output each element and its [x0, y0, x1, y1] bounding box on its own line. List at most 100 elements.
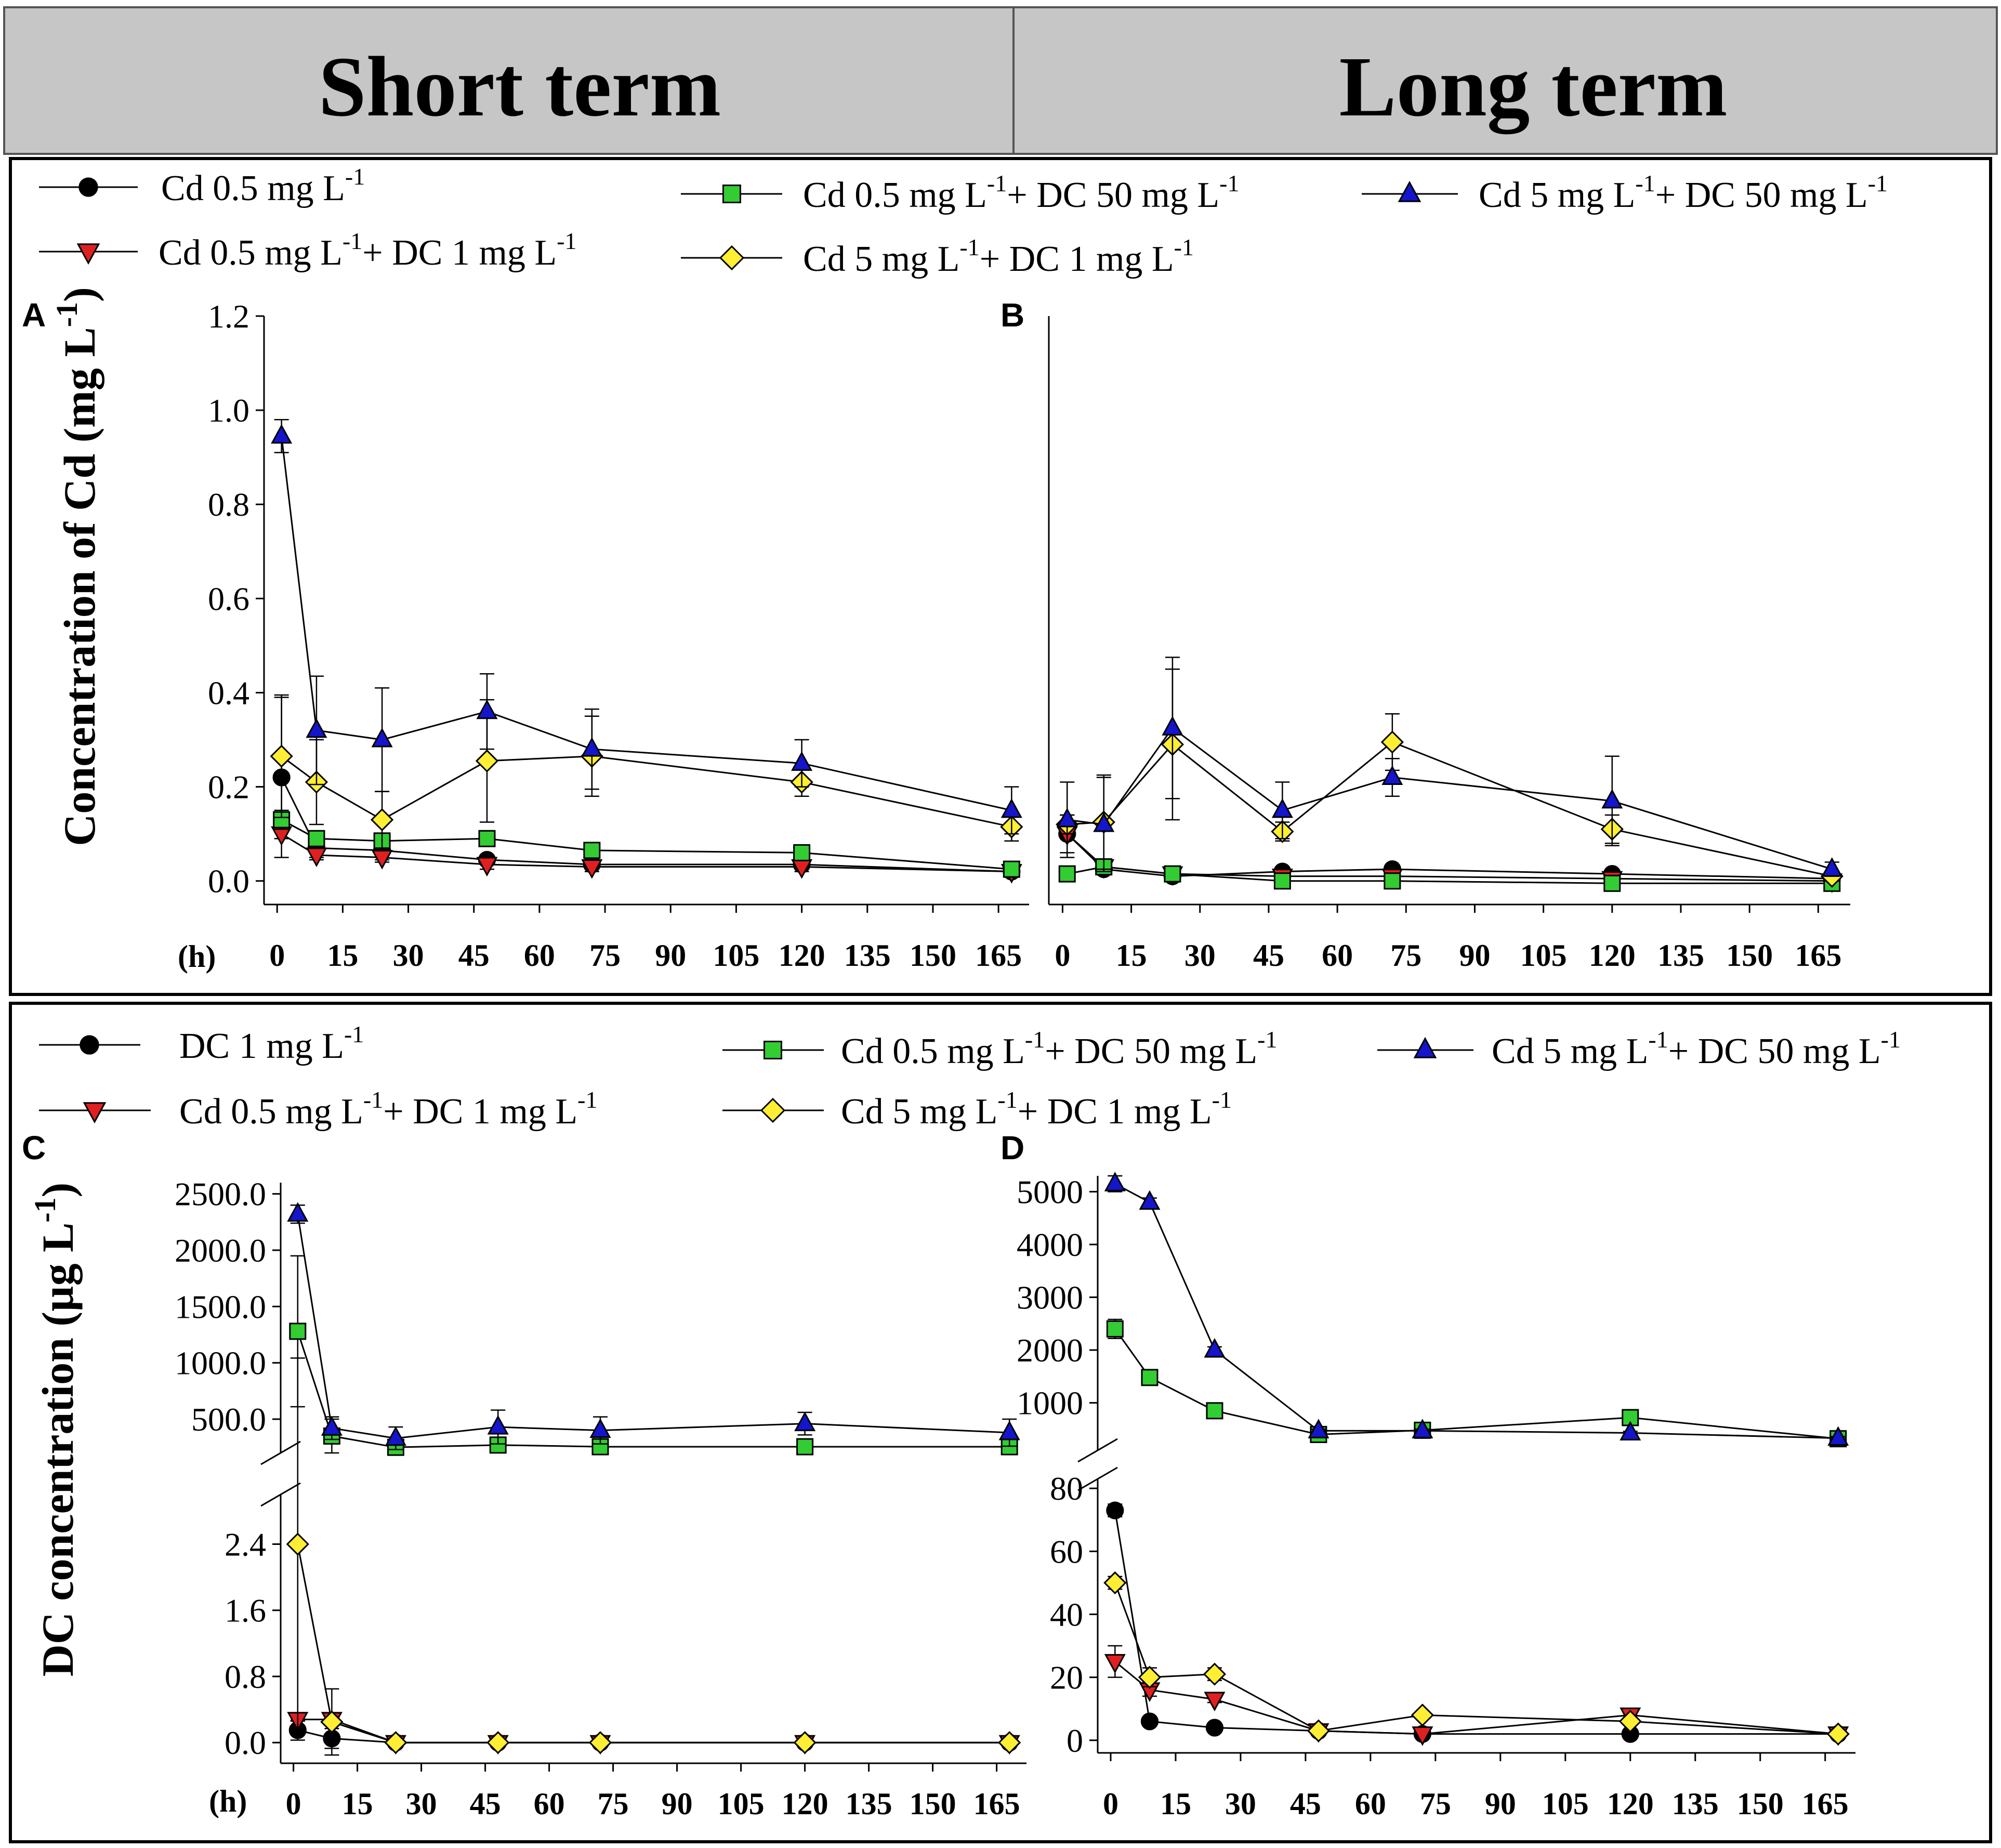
- legend-text: Cd 5 mg L: [803, 239, 959, 279]
- panel-label-b: B: [1000, 296, 1024, 334]
- legend-sup-2: -1: [577, 1086, 597, 1113]
- data-point-a-4: [271, 424, 293, 444]
- legend-marker-triangle-up: [1398, 180, 1421, 202]
- data-point-a-4: [1000, 798, 1022, 818]
- y-tick-label: 1000: [1017, 1385, 1083, 1422]
- x-tick-label: 135: [846, 1787, 892, 1821]
- series-line-d-l0: [1114, 1510, 1838, 1735]
- data-point-d-l1: [1204, 1692, 1226, 1712]
- legend-text-2: + DC 1 mg L: [980, 239, 1174, 279]
- x-tick-label: 60: [1322, 938, 1353, 973]
- legend-bottom: DC 1 mg L-1 Cd 0.5 mg L-1+ DC 50 mg L-1 …: [39, 1021, 1901, 1132]
- x-axis-unit-bottom: (h): [209, 1784, 247, 1818]
- x-tick-label: 120: [1589, 938, 1636, 973]
- data-point-a-2: [583, 842, 601, 859]
- x-tick-label: 120: [782, 1787, 828, 1821]
- legend-text: Cd 0.5 mg L: [179, 1092, 363, 1132]
- header: Short term Long term: [3, 6, 1998, 155]
- data-point-a-1: [306, 847, 327, 868]
- data-point-c-l2: [384, 1731, 407, 1754]
- data-point-d-l0: [1140, 1712, 1159, 1731]
- y-tick-label: 0.0: [208, 863, 249, 900]
- y-tick-label: 500.0: [191, 1401, 266, 1438]
- data-point-d-l0: [1205, 1719, 1224, 1737]
- y-tick-label: 1500.0: [175, 1288, 266, 1325]
- legend-marker-square: [722, 185, 741, 203]
- data-point-a-2: [793, 844, 811, 861]
- legend-sup: -1: [959, 234, 979, 260]
- legend-text: Cd 5 mg L: [1492, 1031, 1648, 1071]
- y-tick-label: 0.8: [225, 1658, 266, 1695]
- y-tick-label: 0.0: [225, 1724, 266, 1761]
- data-point-c-u1: [998, 1420, 1020, 1440]
- data-point-c-u1: [287, 1202, 309, 1222]
- series-line-b-2: [1067, 866, 1832, 884]
- y-tick-label: 0.4: [208, 674, 249, 711]
- plot-c: 0 15 30 45 60 75 90 105 120 135 150 165 500.0 1000.0 1…: [175, 1176, 1026, 1821]
- data-point-a-4: [581, 737, 603, 757]
- panel-label-c: C: [22, 1129, 46, 1167]
- data-point-d-l2: [1826, 1722, 1850, 1746]
- data-point-c-l2: [320, 1710, 344, 1734]
- legend-sup-2: -1: [1174, 234, 1194, 260]
- x-tick-label: 90: [655, 938, 686, 973]
- data-point-c-u1: [321, 1416, 343, 1436]
- series-line-b-3: [1067, 741, 1833, 877]
- legend-sup: -1: [997, 1086, 1017, 1113]
- x-tick-label: 0: [1055, 938, 1070, 973]
- data-point-d-l2: [1307, 1719, 1331, 1742]
- data-point-d-u1: [1204, 1338, 1226, 1358]
- x-tick-label: 105: [1520, 938, 1567, 973]
- data-point-b-4: [1601, 789, 1623, 809]
- data-point-a-3: [475, 749, 499, 772]
- legend-text-2: + DC 50 mg L: [1007, 175, 1219, 215]
- data-point-c-l2: [486, 1731, 510, 1754]
- x-tick-label: 135: [1657, 938, 1704, 973]
- legend-text: Cd 5 mg L: [841, 1092, 997, 1132]
- data-point-c-u0: [796, 1438, 814, 1456]
- data-point-c-u0: [289, 1322, 307, 1340]
- data-point-d-l2: [1138, 1666, 1162, 1689]
- data-point-b-4: [1271, 798, 1293, 818]
- x-tick-label: 15: [1160, 1787, 1191, 1821]
- data-point-b-4: [1162, 716, 1183, 736]
- legend-sup: -1: [344, 1021, 364, 1047]
- svg-text:DC 1 mg L-1: DC 1 mg L-1: [179, 1021, 364, 1066]
- series-line-c-l2: [297, 1544, 1010, 1744]
- bottom-section-frame: [9, 1002, 1992, 1843]
- data-point-b-4: [1821, 857, 1843, 877]
- svg-text:Cd 0.5 mg L-1+ DC 50 mg L-1: Cd 0.5 mg L-1+ DC 50 mg L-1: [803, 170, 1240, 215]
- legend-marker: [719, 245, 745, 271]
- series-line-d-u1: [1114, 1183, 1838, 1439]
- x-tick-label: 15: [342, 1787, 373, 1821]
- data-point-a-1: [581, 859, 603, 879]
- x-tick-label: 45: [1290, 1787, 1321, 1821]
- legend-marker: [760, 1097, 786, 1123]
- legend-text-2: + DC 50 mg L: [1668, 1031, 1881, 1071]
- y-tick-label: 3000: [1017, 1279, 1083, 1316]
- x-tick-label: 45: [470, 1787, 501, 1821]
- data-point-d-l0: [1106, 1501, 1124, 1519]
- y-tick-label: 1000.0: [175, 1345, 266, 1382]
- x-tick-label: 150: [1726, 938, 1773, 973]
- y-tick-label: 1.2: [208, 298, 249, 335]
- data-point-a-4: [791, 751, 813, 771]
- legend-marker-diamond: [760, 1097, 786, 1123]
- legend-bottom-item-0: DC 1 mg L-1: [39, 1021, 364, 1066]
- series-line-b-4: [1067, 727, 1833, 870]
- axis-break-mark: [260, 1482, 301, 1507]
- svg-text:Cd 0.5 mg L-1: Cd 0.5 mg L-1: [161, 163, 365, 208]
- series-line-a-2: [281, 819, 1012, 870]
- x-tick-label: 60: [534, 1787, 565, 1821]
- panel-label-a: A: [22, 296, 46, 334]
- x-tick-label: 135: [844, 938, 891, 973]
- y-tick-label: 20: [1050, 1659, 1083, 1696]
- x-tick-label: 165: [973, 1787, 1020, 1821]
- data-point-a-3: [370, 808, 394, 832]
- x-tick-label: 165: [1802, 1787, 1849, 1821]
- data-point-a-1: [371, 849, 393, 870]
- data-point-b-3: [1380, 730, 1404, 754]
- data-point-d-u1: [1139, 1190, 1161, 1210]
- legend-sup: -1: [987, 170, 1007, 196]
- data-point-c-l2: [998, 1731, 1021, 1754]
